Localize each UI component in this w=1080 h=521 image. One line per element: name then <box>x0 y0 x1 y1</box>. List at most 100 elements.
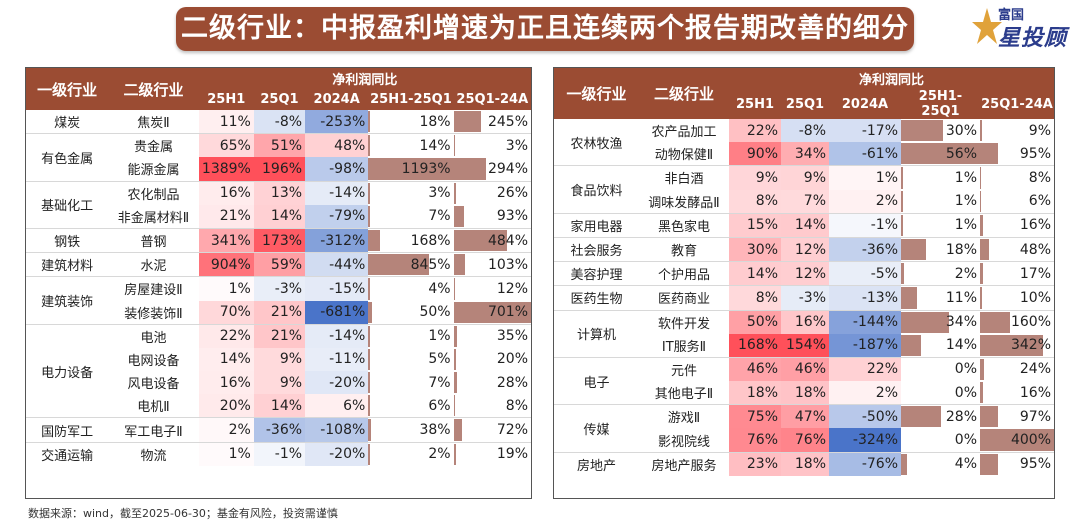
level2-industry: 能源金属 <box>127 163 180 179</box>
change-value: 12% <box>496 280 528 297</box>
change-value: 2% <box>428 446 451 463</box>
change-bar-cell: 38% <box>368 417 454 443</box>
table-row: 基础化工 农化制品 16% 13% -14% 3% 26% <box>26 180 531 229</box>
change-bar-cell: 11% <box>901 285 980 310</box>
growth-cell: 154% <box>781 333 829 358</box>
growth-cell: 12% <box>781 261 829 286</box>
table-row: 美容护理 个护用品 14% 12% -5% 2% 17% <box>554 261 1055 286</box>
growth-cell: 2% <box>829 381 901 405</box>
header-col: 25Q1 <box>253 89 306 110</box>
table-row: 电网设备 14% 9% -11% 5% 20% <box>26 347 531 372</box>
change-bar-cell: 400% <box>980 428 1055 452</box>
table-row: 农林牧渔 农产品加工 22% -8% -17% 30% 9% <box>554 119 1054 152</box>
change-bar <box>453 443 456 465</box>
level2-industry: 医药商业 <box>639 285 729 310</box>
change-bar-cell: 8% <box>453 394 531 418</box>
growth-cell: -108% <box>305 417 369 443</box>
growth-cell: 14% <box>253 394 306 418</box>
growth-cell: -98% <box>305 157 369 182</box>
change-value: 400% <box>1010 432 1052 449</box>
change-value: 6% <box>1028 193 1052 210</box>
growth-cell: -144% <box>829 309 901 334</box>
change-value: 95% <box>1019 145 1052 162</box>
change-value: 14% <box>419 137 451 154</box>
level2-industry: 风电设备 <box>127 377 180 393</box>
level2-industry: 软件开发 <box>639 309 729 334</box>
change-bar <box>901 263 904 285</box>
level2-industry: 房屋建设Ⅱ <box>108 276 199 301</box>
level2-industry: 焦炭Ⅱ <box>137 116 170 132</box>
level2-industry: 个护用品 <box>639 261 729 286</box>
change-bar-cell: 95% <box>980 142 1054 166</box>
change-value: 4% <box>954 456 977 473</box>
change-bar-cell: 97% <box>980 404 1055 429</box>
table-row: 调味发酵品Ⅱ 8% 7% 2% 1% 6% <box>554 189 1054 214</box>
growth-cell: 16% <box>198 180 254 205</box>
left-table: 一级行业 二级行业 净利润同比 25H1 25Q1 2024A 25H1-25Q… <box>26 68 531 466</box>
change-bar-cell: 1% <box>901 165 980 190</box>
change-bar <box>368 278 370 300</box>
change-bar <box>368 325 370 347</box>
level2-industry: 教育 <box>639 236 729 262</box>
change-bar <box>453 372 457 394</box>
change-bar-cell: 168% <box>368 227 454 253</box>
table-row: 社会服务 教育 30% 12% -36% 18% 48% <box>554 236 1055 262</box>
change-value: 48% <box>1019 241 1052 258</box>
change-bar-cell: 18% <box>901 236 980 262</box>
change-bar-cell: 19% <box>453 441 531 466</box>
change-value: 484% <box>487 232 528 249</box>
change-value: 30% <box>945 122 977 139</box>
level2-industry: 影视院线 <box>657 434 710 450</box>
growth-cell: 34% <box>781 142 829 166</box>
growth-cell: 7% <box>781 189 829 214</box>
growth-cell: 12% <box>781 236 829 262</box>
table-row: 传媒 游戏Ⅱ 75% 47% -50% 28% 97% <box>554 404 1055 453</box>
growth-cell: -253% <box>305 110 369 134</box>
level1-industry: 有色金属 <box>26 133 109 182</box>
change-value: 2% <box>954 265 977 282</box>
logo-top-text: 富国 <box>998 8 1025 23</box>
change-bar-cell: 0% <box>901 428 980 452</box>
right-table: 一级行业 二级行业 净利润同比 25H1 25Q1 2024A 25H1-25Q… <box>554 68 1055 476</box>
change-bar <box>980 190 982 212</box>
table-row: 交通运输 物流 1% -1% -20% 2% 19% <box>26 441 531 466</box>
change-bar <box>901 334 921 356</box>
change-bar <box>901 287 917 309</box>
growth-cell: -20% <box>305 371 369 395</box>
level1-industry: 房地产 <box>554 451 639 476</box>
change-value: 24% <box>1019 361 1052 378</box>
change-bar-cell: 5% <box>368 348 453 371</box>
change-value: 50% <box>419 304 451 321</box>
growth-cell: 21% <box>253 300 306 325</box>
header-group: 净利润同比 <box>729 68 1055 89</box>
change-bar-cell: 26% <box>453 180 531 205</box>
change-bar-cell: 6% <box>980 190 1054 214</box>
change-bar <box>980 287 982 309</box>
growth-cell: 1% <box>829 165 901 190</box>
change-bar-cell: 3% <box>453 133 531 158</box>
change-bar-cell: 24% <box>980 356 1055 382</box>
change-bar-cell: 7% <box>368 205 453 229</box>
level2-industry: 水泥 <box>108 252 199 277</box>
growth-cell: 9% <box>781 165 829 190</box>
growth-cell: 22% <box>729 119 781 143</box>
level2-industry: 调味发酵品Ⅱ <box>648 195 720 211</box>
change-value: 72% <box>496 422 528 439</box>
level1-industry: 交通运输 <box>26 441 109 466</box>
change-bar <box>980 453 998 475</box>
change-value: 9% <box>1028 122 1052 139</box>
table-row: 煤炭 焦炭Ⅱ 11% -8% -253% 18% 245% <box>26 110 531 134</box>
change-bar-cell: 4% <box>368 276 454 301</box>
change-bar <box>901 120 944 142</box>
change-bar <box>368 111 370 133</box>
level1-industry: 基础化工 <box>26 180 109 229</box>
level2-industry: 贵金属 <box>108 133 199 158</box>
change-value: 0% <box>954 384 977 401</box>
level2-industry: 电网设备 <box>127 353 180 369</box>
change-bar-cell: 95% <box>980 451 1055 476</box>
change-bar <box>368 395 370 417</box>
level2-industry: 黑色家电 <box>639 212 729 238</box>
change-value: 3% <box>505 137 528 154</box>
header-col: 25H1-25Q1 <box>368 89 454 110</box>
growth-cell: -44% <box>305 252 369 277</box>
